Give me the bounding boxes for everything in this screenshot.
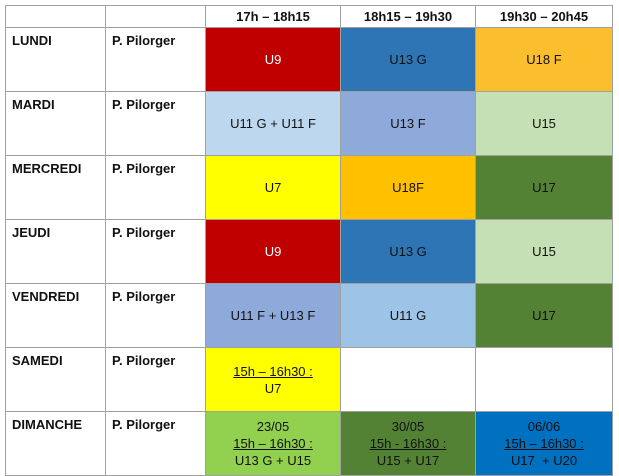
slot-cell: U15 (475, 219, 613, 284)
day-cell: MERCREDI (5, 155, 106, 220)
slot-cell: U18 F (475, 27, 613, 92)
cell-line: U15 + U17 (376, 453, 440, 468)
day-cell: DIMANCHE (5, 411, 106, 476)
cell-line: 15h - 16h30 : (369, 436, 447, 451)
cell-line: U11 F + U13 F (230, 308, 316, 323)
cell-line: U11 G (389, 308, 427, 323)
slot-header: 18h15 – 19h30 (340, 5, 476, 28)
slot-cell: U13 G (340, 27, 476, 92)
cell-line: U18F (392, 180, 424, 195)
schedule-table: 17h – 18h15 18h15 – 19h30 19h30 – 20h45 … (5, 5, 613, 476)
page: 17h – 18h15 18h15 – 19h30 19h30 – 20h45 … (5, 5, 613, 476)
header-row: 17h – 18h15 18h15 – 19h30 19h30 – 20h45 (5, 5, 613, 28)
row: MARDI P. Pilorger U11 G + U11 F U13 F U15 (5, 91, 613, 156)
row: LUNDI P. Pilorger U9 U13 G U18 F (5, 27, 613, 92)
coach-cell: P. Pilorger (105, 91, 206, 156)
row: JEUDI P. Pilorger U9 U13 G U15 (5, 219, 613, 284)
cell-line: 15h – 16h30 : (233, 363, 313, 379)
row: VENDREDI P. Pilorger U11 F + U13 F U11 G U17 (5, 283, 613, 348)
cell-line: U17 (532, 308, 556, 323)
coach-cell: P. Pilorger (105, 411, 206, 476)
slot-cell: U13 F (340, 91, 476, 156)
coach-cell: P. Pilorger (105, 347, 206, 412)
table-body: 17h – 18h15 18h15 – 19h30 19h30 – 20h45 … (5, 5, 613, 476)
slot-cell: U13 G (340, 219, 476, 284)
slot-header: 19h30 – 20h45 (475, 5, 613, 28)
day-cell: SAMEDI (5, 347, 106, 412)
cell-line: U17 + U20 (510, 453, 578, 468)
slot-cell: U11 G (340, 283, 476, 348)
cell-line: U7 (264, 180, 282, 195)
slot-cell: U7 (205, 155, 341, 220)
cell-line: U13 G + U15 (234, 453, 312, 468)
cell-line: U15 (532, 244, 556, 259)
day-cell: VENDREDI (5, 283, 106, 348)
cell-line: 30/05 (391, 419, 425, 434)
slot-cell: U11 G + U11 F (205, 91, 341, 156)
cell-line: U13 F (390, 116, 426, 131)
slot-cell: U17 (475, 283, 613, 348)
slot-cell: U11 F + U13 F (205, 283, 341, 348)
slot-cell: 15h – 16h30 : U7 (205, 347, 341, 412)
slot-cell: U15 (475, 91, 613, 156)
row: DIMANCHE P. Pilorger 23/05 15h – 16h30 : U13… (5, 411, 613, 476)
slot-cell: U9 (205, 219, 341, 284)
coach-cell: P. Pilorger (105, 283, 206, 348)
cell-line: 23/05 (256, 419, 290, 434)
day-cell: JEUDI (5, 219, 106, 284)
row: SAMEDI P. Pilorger 15h – 16h30 : U7 (5, 347, 613, 412)
coach-cell: P. Pilorger (105, 27, 206, 92)
cell-line: U17 (532, 180, 556, 195)
day-cell: LUNDI (5, 27, 106, 92)
slot-cell: 23/05 15h – 16h30 : U13 G + U15 (205, 411, 341, 476)
coach-cell: P. Pilorger (105, 155, 206, 220)
cell-line: 06/06 (527, 419, 561, 434)
slot-header: 17h – 18h15 (205, 5, 341, 28)
row: MERCREDI P. Pilorger U7 U18F U17 (5, 155, 613, 220)
slot-cell (340, 347, 476, 412)
cell-line: U15 (532, 116, 556, 131)
slot-cell: U17 (475, 155, 613, 220)
cell-line: U11 G + U11 F (230, 116, 316, 131)
slot-cell: 06/06 15h – 16h30 : U17 + U20 (475, 411, 613, 476)
slot-cell: 30/05 15h - 16h30 : U15 + U17 (340, 411, 476, 476)
cell-line: U9 (264, 244, 282, 259)
cell-line: 15h – 16h30 : (504, 436, 584, 451)
cell-line: U13 G (389, 244, 427, 259)
slot-cell: U9 (205, 27, 341, 92)
cell-line: U9 (264, 52, 282, 67)
slot-cell: U18F (340, 155, 476, 220)
cell-line: U7 (264, 380, 282, 396)
corner (5, 5, 106, 28)
cell-line: U13 G (389, 52, 427, 67)
day-cell: MARDI (5, 91, 106, 156)
coach-cell: P. Pilorger (105, 219, 206, 284)
corner (105, 5, 206, 28)
slot-cell (475, 347, 613, 412)
cell-line: U18 F (526, 52, 562, 67)
cell-line: 15h – 16h30 : (233, 436, 313, 451)
